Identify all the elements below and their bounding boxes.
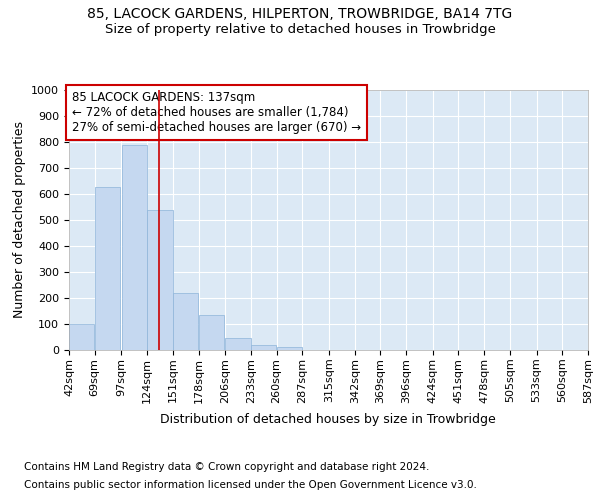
Bar bbox=[226, 338, 251, 350]
Y-axis label: Number of detached properties: Number of detached properties bbox=[13, 122, 26, 318]
Text: Distribution of detached houses by size in Trowbridge: Distribution of detached houses by size … bbox=[160, 412, 496, 426]
Text: Size of property relative to detached houses in Trowbridge: Size of property relative to detached ho… bbox=[104, 22, 496, 36]
Bar bbox=[199, 315, 224, 350]
Bar bbox=[277, 348, 302, 350]
Bar bbox=[251, 345, 277, 350]
Text: Contains HM Land Registry data © Crown copyright and database right 2024.: Contains HM Land Registry data © Crown c… bbox=[24, 462, 430, 472]
Bar bbox=[69, 324, 94, 350]
Bar bbox=[122, 144, 147, 350]
Bar bbox=[95, 188, 120, 350]
Text: Contains public sector information licensed under the Open Government Licence v3: Contains public sector information licen… bbox=[24, 480, 477, 490]
Bar bbox=[148, 210, 173, 350]
Text: 85 LACOCK GARDENS: 137sqm
← 72% of detached houses are smaller (1,784)
27% of se: 85 LACOCK GARDENS: 137sqm ← 72% of detac… bbox=[71, 92, 361, 134]
Text: 85, LACOCK GARDENS, HILPERTON, TROWBRIDGE, BA14 7TG: 85, LACOCK GARDENS, HILPERTON, TROWBRIDG… bbox=[88, 8, 512, 22]
Bar bbox=[173, 293, 198, 350]
